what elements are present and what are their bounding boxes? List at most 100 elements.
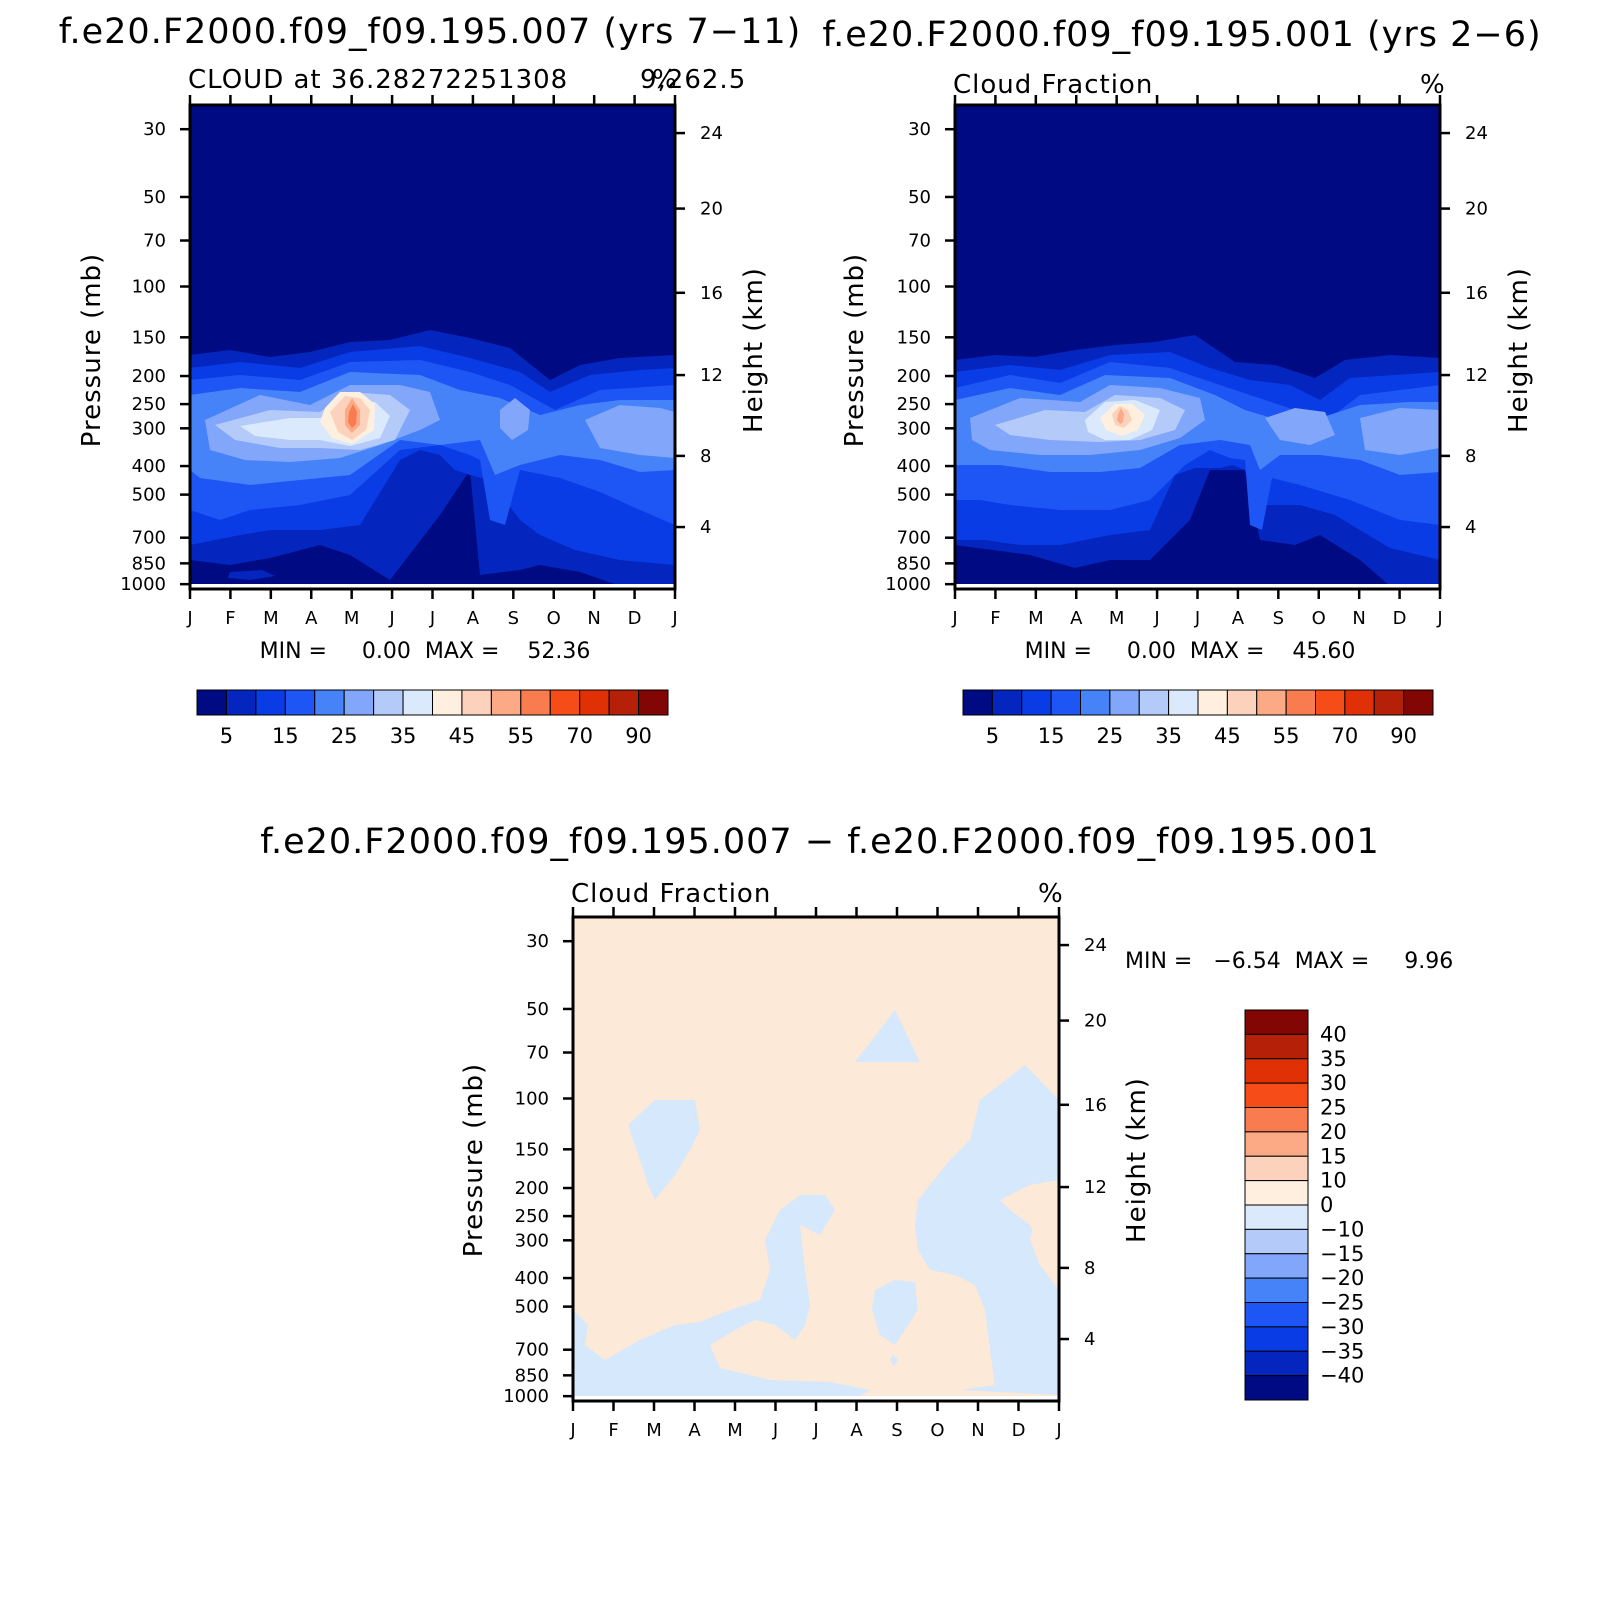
y-tick-label: 700 <box>132 528 166 549</box>
y-tick-label: 250 <box>897 394 931 415</box>
colorbar-swatch <box>255 689 286 716</box>
surface-line <box>955 584 1440 589</box>
y-tick-label: 100 <box>132 277 166 298</box>
x-tick-label: J <box>1194 608 1200 629</box>
colorbar-swatch <box>373 689 404 716</box>
y2-tick-label: 8 <box>1084 1258 1095 1279</box>
colorbar-swatch <box>991 689 1023 716</box>
colorbar-label: 30 <box>1320 1071 1347 1095</box>
x-tick-label: N <box>1352 608 1365 629</box>
y-tick-label: 100 <box>515 1089 549 1110</box>
colorbar-swatch <box>549 689 581 716</box>
x-tick-label: A <box>1232 608 1245 629</box>
y-axis-title: Pressure (mb) <box>459 1063 489 1257</box>
colorbar-label: 20 <box>1320 1120 1347 1144</box>
colorbar-label: −25 <box>1320 1291 1364 1315</box>
panel-title: f.e20.F2000.f09_f09.195.007 (yrs 7−11) <box>59 12 802 52</box>
y2-tick-label: 12 <box>1084 1177 1107 1198</box>
x-tick-label: A <box>305 608 318 629</box>
y-tick-label: 850 <box>515 1365 549 1386</box>
y2-tick-label: 8 <box>1465 446 1476 467</box>
colorbar-label: 45 <box>1214 724 1241 748</box>
y-tick-label: 700 <box>897 528 931 549</box>
colorbar-swatch <box>1226 689 1258 716</box>
x-tick-label: A <box>1070 608 1083 629</box>
y-tick-label: 300 <box>515 1230 549 1251</box>
colorbar-swatch <box>1256 689 1287 716</box>
colorbar-label: −35 <box>1320 1339 1364 1363</box>
min-max-label: MIN = 0.00 MAX = 45.60 <box>1025 639 1356 664</box>
y-tick-label: 400 <box>132 456 166 477</box>
colorbar-swatch <box>962 689 993 716</box>
surface-line <box>573 1396 1059 1401</box>
colorbar-swatch <box>1244 1253 1309 1279</box>
x-tick-label: M <box>263 608 279 629</box>
x-tick-label: S <box>891 1420 902 1441</box>
y2-tick-label: 16 <box>1084 1095 1107 1116</box>
y2-tick-label: 20 <box>1084 1011 1107 1032</box>
contour-band <box>1265 408 1335 445</box>
contour-field <box>573 917 1059 1401</box>
x-tick-label: A <box>688 1420 701 1441</box>
colorbar-swatch <box>1244 1277 1309 1303</box>
y2-tick-label: 24 <box>700 123 723 144</box>
contour-band <box>228 570 275 580</box>
colorbar-swatch <box>1244 1082 1309 1108</box>
x-tick-label: O <box>547 608 561 629</box>
colorbar-label: 0 <box>1320 1193 1333 1217</box>
colorbar-label: −40 <box>1320 1364 1364 1388</box>
colorbar: 5 15 25 35 45 55 70 90 <box>962 689 1434 748</box>
contour-field <box>955 105 1440 589</box>
y-tick-label: 150 <box>897 327 931 348</box>
colorbar-label: 25 <box>331 724 358 748</box>
y-tick-label: 1000 <box>120 574 166 595</box>
colorbar-label: 15 <box>1038 724 1065 748</box>
colorbar-swatch <box>1138 689 1170 716</box>
contour-band <box>348 404 357 428</box>
colorbar-swatch <box>1168 689 1199 716</box>
y-tick-label: 50 <box>143 187 166 208</box>
colorbar-swatch <box>1403 689 1434 716</box>
panel-title: f.e20.F2000.f09_f09.195.001 (yrs 2−6) <box>822 15 1541 55</box>
x-tick-label: J <box>951 608 957 629</box>
colorbar-swatch <box>1244 1058 1309 1084</box>
y2-tick-label: 4 <box>1465 517 1476 538</box>
x-tick-label: A <box>467 608 480 629</box>
y2-tick-label: 24 <box>1465 123 1488 144</box>
min-max-label: MIN = 0.00 MAX = 52.36 <box>260 639 591 664</box>
x-tick-label: J <box>1055 1420 1061 1441</box>
colorbar-label: −30 <box>1320 1315 1364 1339</box>
surface-line <box>190 584 675 589</box>
colorbar-swatch <box>1080 689 1111 716</box>
colorbar-label: 70 <box>566 724 593 748</box>
y-tick-label: 70 <box>143 231 166 252</box>
x-tick-label: O <box>1312 608 1326 629</box>
colorbar-swatch <box>1244 1155 1309 1182</box>
y-tick-label: 100 <box>897 277 931 298</box>
panel-subtitle: Cloud Fraction <box>953 70 1153 100</box>
y-tick-label: 150 <box>132 327 166 348</box>
x-tick-label: J <box>671 608 677 629</box>
y-tick-label: 400 <box>515 1268 549 1289</box>
contour-band <box>890 1355 898 1366</box>
x-tick-label: A <box>850 1420 863 1441</box>
y-tick-label: 300 <box>132 418 166 439</box>
colorbar-label: 55 <box>1273 724 1300 748</box>
y-tick-label: 500 <box>515 1297 549 1318</box>
y-tick-label: 150 <box>515 1139 549 1160</box>
y-tick-label: 70 <box>908 231 931 252</box>
y2-tick-label: 8 <box>700 446 711 467</box>
y-axis-title: Pressure (mb) <box>840 253 870 447</box>
units-label: % <box>652 65 678 95</box>
y2-tick-label: 24 <box>1084 935 1107 956</box>
y-tick-label: 30 <box>143 119 166 140</box>
x-tick-label: O <box>930 1420 944 1441</box>
contour-band <box>915 1065 1059 1395</box>
colorbar-label: 35 <box>1320 1047 1347 1071</box>
contour-band <box>628 1100 700 1200</box>
colorbar-swatch <box>1244 1228 1309 1255</box>
colorbar-swatch <box>1244 1326 1309 1352</box>
colorbar-label: 35 <box>390 724 417 748</box>
colorbar-label: 40 <box>1320 1022 1347 1046</box>
